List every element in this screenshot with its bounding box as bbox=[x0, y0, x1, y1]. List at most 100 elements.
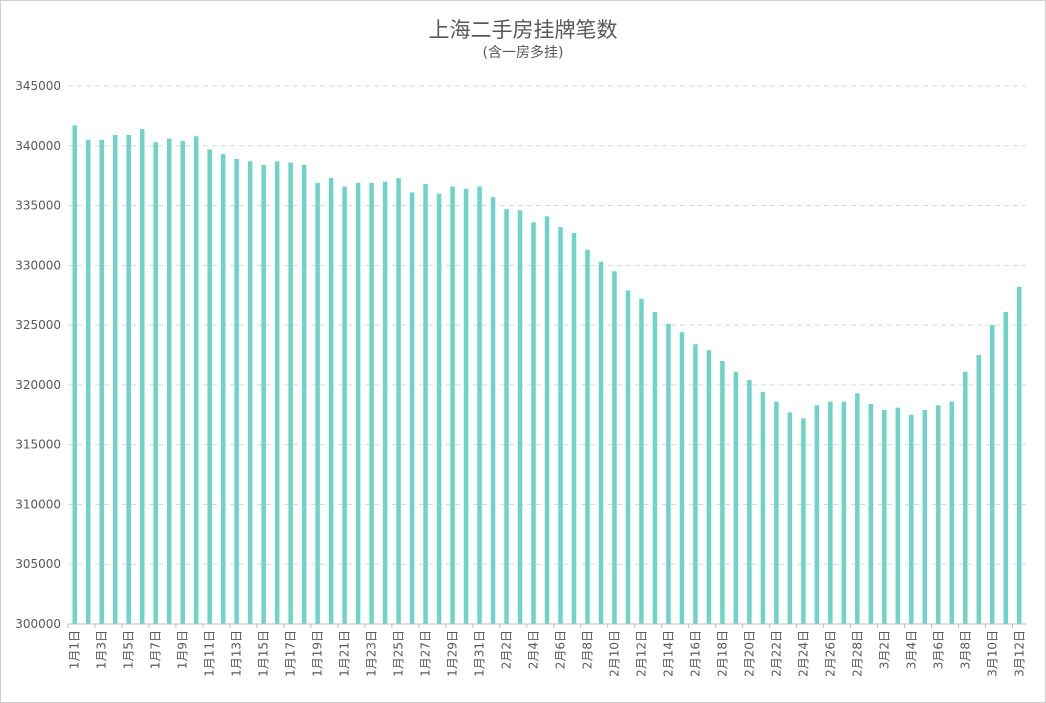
x-tick-label: 1月13日 bbox=[230, 630, 244, 677]
y-tick-label: 315000 bbox=[15, 438, 61, 452]
bar bbox=[814, 405, 820, 624]
bar bbox=[180, 140, 185, 625]
x-tick-label: 2月24日 bbox=[796, 630, 810, 677]
x-tick-label: 1月15日 bbox=[257, 630, 271, 677]
bar bbox=[153, 142, 158, 625]
bar bbox=[85, 139, 91, 625]
x-tick-label: 2月22日 bbox=[769, 630, 783, 677]
bar bbox=[733, 371, 739, 624]
bar bbox=[693, 344, 698, 624]
bar bbox=[963, 371, 968, 624]
x-tick-label: 1月17日 bbox=[284, 630, 298, 677]
bar bbox=[517, 210, 523, 625]
bar bbox=[612, 271, 617, 624]
bar bbox=[1017, 286, 1022, 624]
x-tick-label: 2月8日 bbox=[580, 630, 594, 669]
bar bbox=[477, 186, 482, 624]
bar bbox=[666, 323, 671, 624]
bar bbox=[315, 182, 320, 624]
bar bbox=[396, 178, 401, 624]
bar bbox=[868, 404, 874, 624]
x-tick-label: 3月10日 bbox=[985, 630, 999, 677]
bar bbox=[463, 188, 469, 624]
chart-subtitle: (含一房多挂) bbox=[482, 45, 564, 61]
bar bbox=[436, 193, 442, 624]
x-tick-label: 2月28日 bbox=[850, 630, 864, 677]
bar bbox=[1003, 311, 1009, 624]
bar bbox=[855, 393, 860, 624]
x-tick-label: 1月5日 bbox=[122, 630, 136, 669]
y-tick-label: 310000 bbox=[15, 497, 61, 511]
bar bbox=[598, 261, 604, 624]
bar bbox=[288, 162, 293, 624]
x-tick-label: 1月31日 bbox=[473, 630, 487, 677]
x-tick-label: 1月25日 bbox=[392, 630, 406, 677]
bar bbox=[882, 409, 887, 624]
bar bbox=[99, 139, 104, 625]
bar bbox=[504, 209, 509, 625]
y-tick-label: 325000 bbox=[15, 318, 61, 332]
bar bbox=[139, 129, 145, 625]
bar bbox=[490, 197, 496, 625]
bar bbox=[774, 401, 779, 624]
x-tick-label: 1月23日 bbox=[365, 630, 379, 677]
x-tick-label: 2月12日 bbox=[634, 630, 648, 677]
bar bbox=[423, 184, 428, 624]
x-tick-label: 3月6日 bbox=[931, 630, 945, 669]
x-tick-label: 1月1日 bbox=[68, 630, 82, 669]
bar bbox=[274, 161, 280, 624]
bar bbox=[720, 360, 725, 624]
bar bbox=[895, 407, 901, 624]
x-tick-label: 3月4日 bbox=[904, 630, 918, 669]
x-tick-label: 2月16日 bbox=[688, 630, 702, 677]
bar bbox=[936, 405, 941, 624]
bar bbox=[801, 418, 806, 624]
bar bbox=[841, 401, 847, 624]
bar bbox=[990, 325, 995, 624]
bar bbox=[261, 164, 266, 624]
y-tick-label: 345000 bbox=[15, 79, 61, 93]
x-tick-label: 2月10日 bbox=[607, 630, 621, 677]
x-tick-label: 2月18日 bbox=[715, 630, 729, 677]
bar bbox=[220, 154, 226, 624]
bar bbox=[409, 192, 415, 624]
bar bbox=[639, 298, 644, 624]
y-tick-label: 335000 bbox=[15, 199, 61, 213]
bar bbox=[679, 332, 685, 624]
x-tick-label: 1月27日 bbox=[419, 630, 433, 677]
bar bbox=[652, 311, 658, 624]
bar bbox=[234, 158, 239, 624]
bar bbox=[112, 135, 118, 625]
bar bbox=[328, 178, 334, 624]
bar bbox=[558, 227, 563, 624]
bar bbox=[949, 401, 955, 624]
bar bbox=[585, 249, 590, 624]
bar bbox=[706, 350, 712, 624]
x-tick-label: 2月26日 bbox=[823, 630, 837, 677]
y-tick-label: 330000 bbox=[15, 258, 61, 272]
bar bbox=[166, 138, 172, 625]
x-tick-label: 1月29日 bbox=[446, 630, 460, 677]
x-tick-label: 2月20日 bbox=[742, 630, 756, 677]
y-tick-label: 340000 bbox=[15, 139, 61, 153]
bar bbox=[922, 409, 928, 624]
x-tick-label: 3月2日 bbox=[877, 630, 891, 669]
bar bbox=[909, 414, 914, 624]
bar bbox=[301, 164, 307, 624]
x-tick-label: 3月8日 bbox=[958, 630, 972, 669]
bar bbox=[828, 401, 833, 624]
chart-title: 上海二手房挂牌笔数 bbox=[428, 18, 618, 42]
y-tick-label: 305000 bbox=[15, 557, 61, 571]
bar bbox=[787, 412, 793, 624]
y-tick-label: 300000 bbox=[15, 617, 61, 631]
bar bbox=[382, 181, 388, 624]
x-tick-label: 1月21日 bbox=[338, 630, 352, 677]
x-tick-label: 2月14日 bbox=[661, 630, 675, 677]
bar bbox=[72, 125, 77, 624]
x-tick-label: 2月2日 bbox=[500, 630, 514, 669]
bar bbox=[450, 186, 455, 624]
x-tick-label: 1月19日 bbox=[311, 630, 325, 677]
bar bbox=[355, 182, 361, 624]
bar bbox=[760, 392, 766, 624]
